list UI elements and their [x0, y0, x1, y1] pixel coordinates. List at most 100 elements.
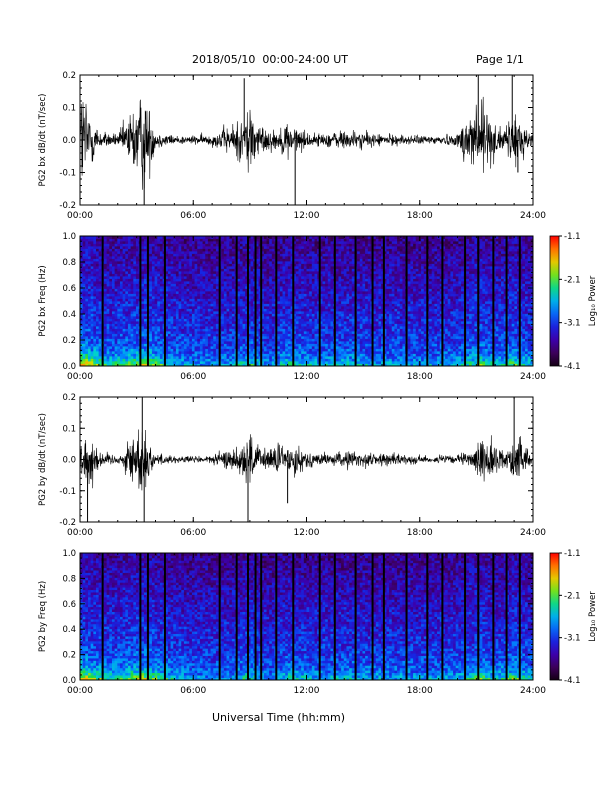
heat-cell [90, 331, 94, 334]
heat-cell [285, 288, 289, 292]
heat-cell [229, 333, 233, 337]
heat-cell [258, 266, 262, 269]
heat-cell [149, 273, 153, 277]
heat-cell [226, 248, 230, 252]
heat-cell [242, 298, 246, 302]
heat-cell [109, 258, 113, 262]
heat-cell [255, 336, 259, 339]
heat-cell [186, 311, 190, 314]
heat-cell [125, 333, 129, 337]
heat-cell [247, 273, 251, 277]
heat-cell [301, 311, 305, 314]
heat-cell [80, 336, 84, 339]
heat-cell [186, 288, 190, 292]
heat-cell [287, 363, 291, 367]
heat-cell [98, 241, 102, 244]
heat-cell [250, 353, 254, 357]
heat-cell [165, 346, 169, 349]
heat-cell [247, 241, 251, 244]
heat-cell [282, 298, 286, 302]
heat-cell [255, 343, 259, 347]
heat-cell [133, 236, 137, 239]
heat-cell [181, 258, 185, 262]
heat-cell [279, 361, 283, 364]
heat-cell [325, 351, 329, 354]
heat-cell [189, 358, 193, 362]
heat-cell [189, 343, 193, 347]
heat-cell [173, 351, 177, 354]
heat-cell [229, 321, 233, 324]
heat-cell [277, 321, 281, 324]
heat-cell [197, 353, 201, 357]
heat-cell [261, 243, 265, 247]
heat-cell [85, 261, 89, 264]
heat-cell [210, 348, 214, 352]
heat-cell [90, 318, 94, 322]
heat-cell [269, 241, 273, 244]
heat-cell [186, 343, 190, 347]
heat-cell [287, 346, 291, 349]
heat-cell [181, 348, 185, 352]
heat-cell [303, 251, 307, 254]
heat-cell [271, 286, 275, 289]
heat-cell [143, 318, 148, 322]
heat-cell [194, 316, 198, 319]
heat-cell [165, 363, 169, 367]
heat-cell [282, 261, 286, 264]
heat-cell [191, 266, 195, 269]
heat-cell [295, 326, 299, 329]
heat-cell [207, 303, 211, 307]
heat-cell [250, 363, 254, 367]
heat-cell [165, 308, 169, 312]
heat-cell [109, 256, 113, 259]
heat-cell [85, 356, 89, 359]
heat-cell [103, 336, 108, 339]
heat-cell [119, 263, 124, 267]
heat-cell [314, 241, 318, 244]
heat-cell [189, 253, 193, 257]
heat-cell [127, 306, 132, 309]
heat-cell [151, 256, 156, 259]
heat-cell [141, 261, 145, 264]
heat-cell [186, 236, 190, 239]
heat-cell [242, 326, 246, 329]
heat-cell [261, 363, 265, 367]
heat-cell [226, 353, 230, 357]
heat-cell [111, 236, 116, 239]
heat-cell [181, 338, 185, 342]
heat-cell [309, 271, 313, 274]
heat-cell [293, 281, 297, 284]
heat-cell [282, 326, 286, 329]
heat-cell [314, 261, 318, 264]
heat-cell [255, 286, 259, 289]
heat-cell [189, 261, 193, 264]
heat-cell [322, 321, 326, 324]
heat-cell [250, 296, 254, 299]
heat-cell [285, 273, 289, 277]
heat-cell [157, 256, 161, 259]
heat-cell [197, 358, 201, 362]
heat-cell [175, 288, 179, 292]
heat-cell [82, 283, 86, 287]
heat-cell [290, 333, 294, 337]
heat-cell [154, 338, 158, 342]
heat-cell [293, 361, 297, 364]
heat-cell [119, 241, 124, 244]
heat-cell [285, 303, 289, 307]
heat-cell [271, 268, 275, 272]
heat-cell [87, 338, 92, 342]
heat-cell [119, 348, 124, 352]
heat-cell [221, 306, 225, 309]
heat-cell [173, 278, 177, 282]
heat-cell [301, 288, 305, 292]
heat-cell [290, 301, 294, 304]
heat-cell [311, 348, 315, 352]
heat-cell [282, 273, 286, 277]
heat-cell [199, 248, 203, 252]
heat-cell [189, 323, 193, 327]
heat-cell [165, 351, 169, 354]
heat-cell [157, 358, 161, 362]
heat-cell [125, 318, 129, 322]
heat-cell [181, 263, 185, 267]
heat-cell [133, 281, 137, 284]
